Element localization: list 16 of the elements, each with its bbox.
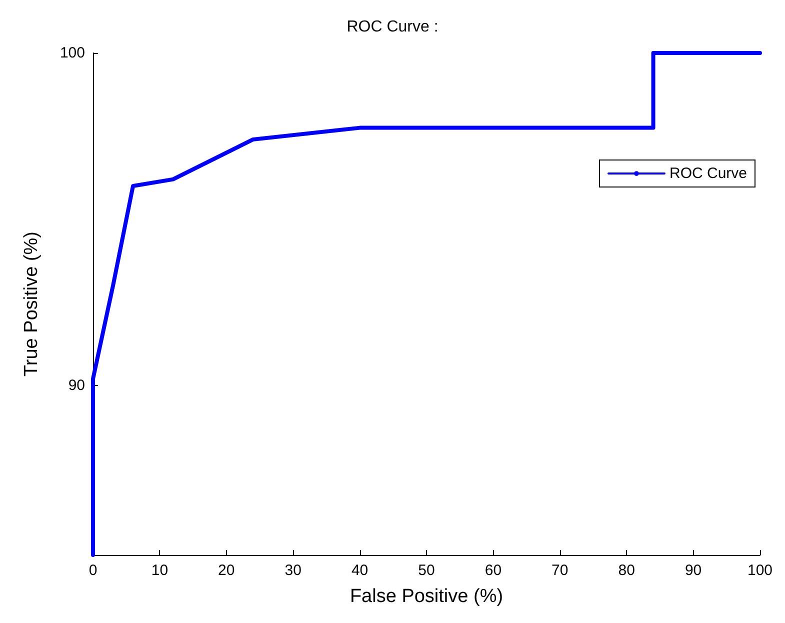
x-tick-label: 70 bbox=[552, 562, 568, 579]
x-tick-label: 60 bbox=[484, 562, 502, 579]
x-tick-label: 30 bbox=[284, 562, 302, 579]
x-tick-label: 80 bbox=[618, 562, 635, 579]
y-axis-title: True Positive (%) bbox=[21, 232, 42, 376]
x-tick-label: 40 bbox=[351, 562, 368, 579]
legend-label: ROC Curve bbox=[669, 165, 748, 182]
x-axis-title: False Positive (%) bbox=[350, 586, 504, 607]
x-tick-label: 100 bbox=[747, 562, 773, 579]
x-tick-label: 20 bbox=[218, 562, 235, 579]
x-tick-label: 0 bbox=[88, 562, 98, 579]
x-tick-label: 50 bbox=[418, 562, 435, 579]
x-tick-label: 10 bbox=[151, 562, 168, 579]
x-tick-label: 90 bbox=[684, 562, 702, 579]
chart-title: ROC Curve : bbox=[346, 18, 438, 36]
line-series bbox=[91, 51, 762, 557]
